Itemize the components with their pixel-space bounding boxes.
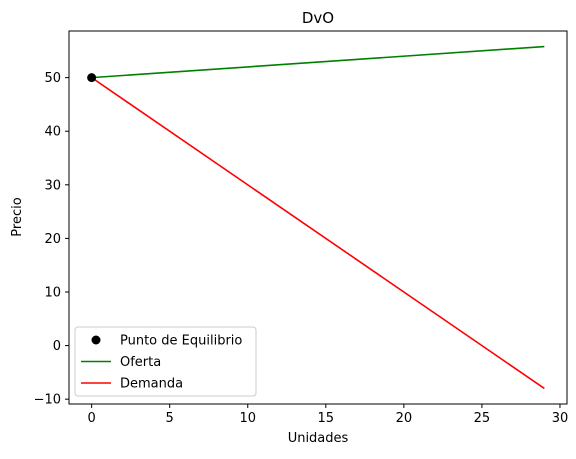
y-axis-label: Precio (10, 197, 25, 236)
legend-label: Demanda (120, 377, 183, 392)
x-tick-label: 0 (87, 411, 95, 426)
series-group (87, 45, 545, 390)
plot-frame (68, 30, 568, 405)
y-tick-label: 40 (44, 125, 61, 140)
y-tick-label: 0 (53, 339, 61, 354)
x-tick-label: 20 (396, 411, 413, 426)
chart-title: DvO (302, 9, 334, 27)
y-tick-label: 50 (44, 71, 61, 86)
legend-label: Oferta (120, 355, 161, 370)
x-tick-label: 15 (318, 411, 335, 426)
x-axis-ticks: 0 5 10 15 20 25 30 (87, 404, 568, 426)
x-tick-label: 5 (166, 411, 174, 426)
y-tick-label: −10 (34, 393, 61, 408)
series-line-demanda (91, 76, 545, 390)
legend-box (74, 326, 257, 397)
legend-marker-scatter (91, 335, 101, 345)
legend: Punto de Equilibrio Oferta Demanda (74, 326, 257, 397)
x-tick-label: 30 (552, 411, 569, 426)
equilibrium-point (87, 73, 97, 83)
legend-label: Punto de Equilibrio (120, 334, 242, 349)
series-line-oferta (91, 45, 545, 79)
y-tick-label: 30 (44, 178, 61, 193)
y-axis-ticks: −10 0 10 20 30 40 50 (34, 71, 69, 408)
y-tick-label: 20 (44, 232, 61, 247)
x-axis-label: Unidades (288, 431, 349, 446)
x-tick-label: 10 (239, 411, 256, 426)
y-tick-label: 10 (44, 285, 61, 300)
x-tick-label: 25 (474, 411, 491, 426)
